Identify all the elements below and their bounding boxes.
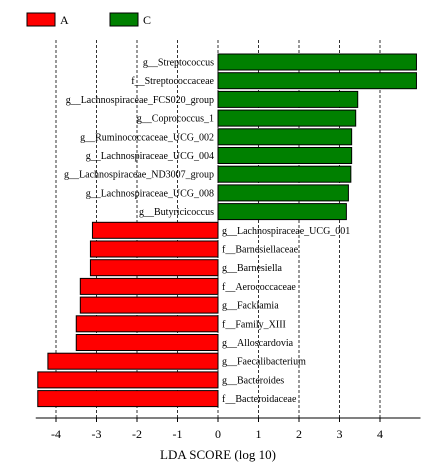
- bar-label-13: g__Facklamia: [222, 301, 279, 312]
- bar-label-4: g__Ruminococcaceae_UCG_002: [80, 132, 214, 143]
- x-axis: -4 -3 -2 -1 0 1 2 3 4: [35, 417, 421, 441]
- x-tick-label-8: 4: [377, 427, 383, 441]
- x-tick-label-0: -4: [51, 427, 61, 441]
- bar-8: [217, 203, 347, 221]
- bar-6: [217, 165, 352, 183]
- bar-label-5: g__Lachnospiraceae_UCG_004: [86, 151, 214, 162]
- bar-3: [217, 109, 357, 127]
- bar-1: [217, 72, 417, 90]
- bar-12: [79, 277, 219, 295]
- bar-label-14: f__Family_XIII: [222, 319, 286, 330]
- bar-11: [89, 259, 219, 277]
- bar-16: [47, 352, 219, 370]
- bar-label-2: g__Lachnospiraceae_FCS020_group: [66, 95, 214, 106]
- x-tick-label-1: -3: [92, 427, 102, 441]
- legend-label-A: A: [60, 13, 69, 27]
- bar-13: [79, 296, 219, 314]
- bars: [37, 53, 417, 408]
- bar-label-0: g__Streptococcus: [143, 58, 214, 69]
- bar-label-15: g__Alloscardovia: [222, 338, 294, 349]
- bar-label-9: g__Lachnospiraceae_UCG_001: [222, 226, 350, 237]
- x-tick-label-4: 0: [215, 427, 221, 441]
- bar-label-3: g__Coprococcus_1: [137, 114, 214, 125]
- bar-14: [75, 315, 219, 333]
- bar-18: [37, 390, 219, 408]
- x-tick-label-3: -1: [173, 427, 183, 441]
- bar-2: [217, 90, 359, 108]
- legend-swatch-C: [109, 12, 139, 27]
- bar-label-10: f__Barnesiellaceae: [222, 245, 299, 256]
- bar-label-17: g__Bacteroides: [222, 375, 284, 386]
- bar-10: [89, 240, 219, 258]
- bar-label-16: g__Faecalibacterium: [222, 357, 306, 368]
- legend-label-C: C: [143, 13, 151, 27]
- bar-9: [91, 221, 219, 239]
- x-tick-label-6: 2: [296, 427, 302, 441]
- x-axis-title: LDA SCORE (log 10): [160, 447, 276, 462]
- bar-label-6: g__Lachnospiraceae_ND3007_group: [64, 170, 214, 181]
- bar-label-7: g__Lachnospiraceae_UCG_008: [86, 188, 214, 199]
- legend-swatch-A: [26, 12, 56, 27]
- bar-label-8: g__Butyricicoccus: [139, 207, 214, 218]
- x-tick-label-7: 3: [337, 427, 343, 441]
- bar-label-1: f__Streptococcaceae: [131, 76, 214, 87]
- bar-15: [75, 334, 219, 351]
- bar-17: [37, 371, 219, 389]
- bar-label-18: f__Bacteroidaceae: [222, 394, 297, 405]
- bar-label-11: g__Barnesiella: [222, 263, 283, 274]
- bar-label-12: f__Aerococcaceae: [222, 282, 296, 293]
- bar-4: [217, 128, 353, 146]
- bar-labels: g__Streptococcus f__Streptococcaceae g__La…: [64, 58, 350, 406]
- bar-0: [217, 53, 417, 71]
- bar-5: [217, 147, 353, 164]
- bar-7: [217, 184, 349, 202]
- x-tick-label-5: 1: [256, 427, 262, 441]
- x-tick-label-2: -2: [132, 427, 142, 441]
